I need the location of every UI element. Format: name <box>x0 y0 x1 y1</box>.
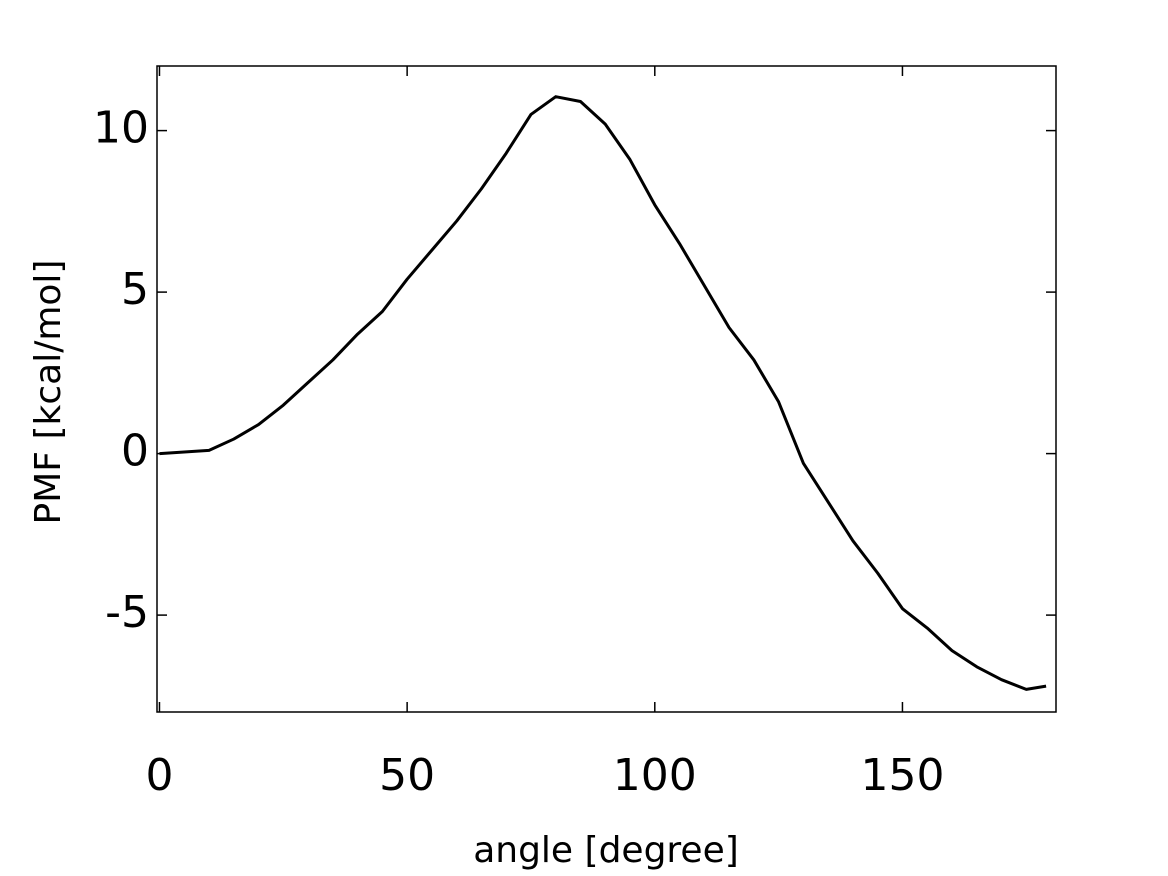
x-tick-label: 50 <box>379 750 435 801</box>
y-tick-label: -5 <box>105 587 149 638</box>
y-tick-label: 0 <box>121 426 149 477</box>
x-tick-label: 100 <box>613 750 697 801</box>
plot-frame <box>156 65 1057 713</box>
y-tick-label: 10 <box>93 103 149 154</box>
y-axis-label: PMF [kcal/mol] <box>28 260 69 525</box>
x-axis-label: angle [degree] <box>473 830 739 871</box>
y-tick-label: 5 <box>121 264 149 315</box>
x-tick-label: 150 <box>860 750 944 801</box>
line-series <box>159 95 1047 691</box>
x-tick-label: 0 <box>145 750 173 801</box>
